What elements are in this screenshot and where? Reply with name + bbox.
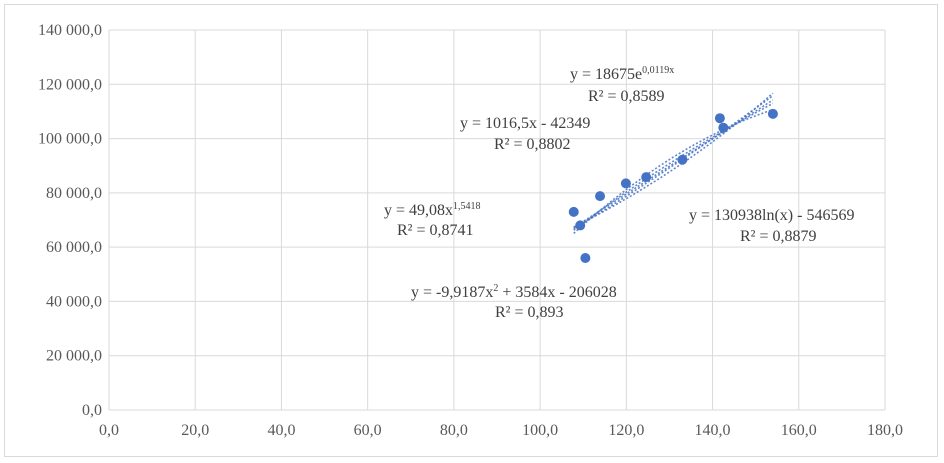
data-point — [641, 172, 652, 183]
y-tick-label: 20 000,0 — [46, 348, 102, 365]
trendline-exponential — [573, 92, 774, 228]
trendlines — [573, 92, 774, 234]
x-tick-label: 60,0 — [354, 422, 382, 439]
exp-equation: y = 18675e0,0119x — [570, 65, 674, 83]
tick-labels: 0,0 20 000,0 40 000,0 60 000,0 80 000,0 100 0… — [38, 22, 903, 439]
x-tick-label: 120,0 — [608, 422, 644, 439]
data-points — [568, 108, 778, 263]
log-equation: y = 130938ln(x) - 546569 — [689, 207, 854, 224]
x-tick-label: 180,0 — [867, 422, 903, 439]
y-tick-label: 140 000,0 — [38, 22, 102, 39]
x-tick-label: 80,0 — [440, 422, 468, 439]
data-point — [714, 113, 725, 124]
y-tick-label: 80 000,0 — [46, 185, 102, 202]
y-tick-label: 100 000,0 — [38, 131, 102, 148]
power-r2: R² = 0,8741 — [397, 222, 474, 239]
x-tick-label: 160,0 — [781, 422, 817, 439]
trendline-polynomial — [573, 108, 774, 234]
linear-r2: R² = 0,8802 — [494, 136, 571, 153]
y-tick-label: 0,0 — [82, 402, 102, 419]
exp-r2: R² = 0,8589 — [588, 88, 665, 105]
data-point — [575, 220, 586, 231]
log-r2: R² = 0,8879 — [740, 228, 817, 245]
gridlines — [108, 29, 886, 411]
chart-area — [4, 4, 938, 457]
data-point — [568, 206, 579, 217]
x-tick-label: 20,0 — [181, 422, 209, 439]
poly-equation: y = -9,9187x2 + 3584x - 206028 — [411, 283, 617, 301]
data-point — [595, 191, 606, 202]
y-tick-label: 120 000,0 — [38, 76, 102, 93]
linear-equation: y = 1016,5x - 42349 — [460, 115, 590, 132]
y-tick-label: 40 000,0 — [46, 293, 102, 310]
power-equation: y = 49,08x1,5418 — [384, 201, 481, 219]
data-point — [677, 154, 688, 165]
y-tick-label: 60 000,0 — [46, 239, 102, 256]
data-point — [718, 122, 729, 133]
x-tick-label: 40,0 — [267, 422, 295, 439]
annotations: y = 18675e0,0119x R² = 0,8589 y = 1016,5… — [384, 65, 854, 321]
data-point — [620, 178, 631, 189]
x-tick-label: 100,0 — [522, 422, 558, 439]
x-tick-label: 0,0 — [99, 422, 119, 439]
data-point — [580, 253, 591, 263]
data-point — [767, 108, 778, 119]
poly-r2: R² = 0,893 — [495, 304, 564, 321]
x-tick-label: 140,0 — [695, 422, 731, 439]
trendline-logarithmic — [573, 102, 774, 231]
